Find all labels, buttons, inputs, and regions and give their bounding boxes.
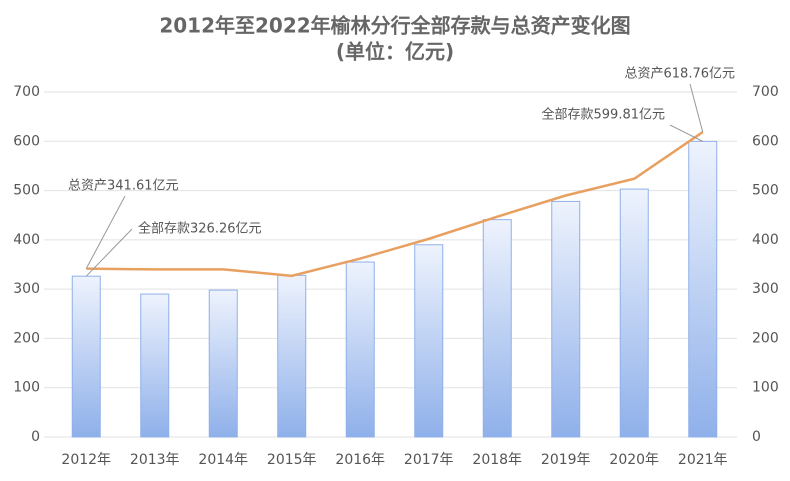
bar [688, 140, 718, 438]
bar [414, 244, 444, 438]
y2-tick-label: 700 [752, 84, 779, 100]
line [86, 131, 704, 278]
x-tick-label: 2014年 [198, 452, 248, 468]
x-tick-label: 2018年 [472, 452, 522, 468]
bar [71, 275, 101, 438]
bar [140, 293, 170, 438]
x-tick-label: 2012年 [61, 452, 111, 468]
bar [482, 219, 512, 438]
leader-line [669, 124, 703, 142]
y-tick-label: 500 [13, 183, 40, 199]
bar [345, 261, 375, 438]
y2-tick-label: 500 [752, 183, 779, 199]
bar [619, 188, 649, 438]
y2-tick-label: 300 [752, 281, 779, 297]
x-tick-label: 2017年 [404, 452, 454, 468]
bar [277, 274, 307, 438]
leader-line [85, 195, 126, 269]
data-label: 总资产618.76亿元 [625, 67, 736, 82]
y2-tick-label: 100 [752, 380, 779, 396]
leader-line [689, 83, 704, 133]
y-tick-label: 100 [13, 380, 40, 396]
bar [208, 289, 238, 438]
data-label: 总资产341.61亿元 [68, 179, 179, 194]
x-tick-label: 2015年 [267, 452, 317, 468]
chart-subtitle: (单位：亿元) [336, 40, 454, 64]
y-tick-label: 400 [13, 232, 40, 248]
bar [551, 200, 581, 438]
y-tick-label: 200 [13, 330, 40, 346]
y-tick-label: 0 [31, 429, 40, 445]
x-tick-label: 2016年 [335, 452, 385, 468]
y2-tick-label: 600 [752, 133, 779, 149]
leader-line [85, 228, 133, 277]
y-tick-label: 700 [13, 84, 40, 100]
x-tick-label: 2019年 [541, 452, 591, 468]
y2-tick-label: 400 [752, 232, 779, 248]
x-tick-label: 2021年 [678, 452, 728, 468]
y-tick-label: 300 [13, 281, 40, 297]
data-label: 全部存款599.81亿元 [542, 107, 666, 123]
y-tick-label: 600 [13, 133, 40, 149]
x-tick-label: 2013年 [130, 452, 180, 468]
x-tick-label: 2020年 [609, 452, 659, 468]
y2-tick-label: 0 [752, 429, 761, 445]
data-label: 全部存款326.26亿元 [138, 221, 262, 237]
chart-title: 2012年至2022年榆林分行全部存款与总资产变化图 [159, 14, 630, 38]
y2-tick-label: 200 [752, 330, 779, 346]
